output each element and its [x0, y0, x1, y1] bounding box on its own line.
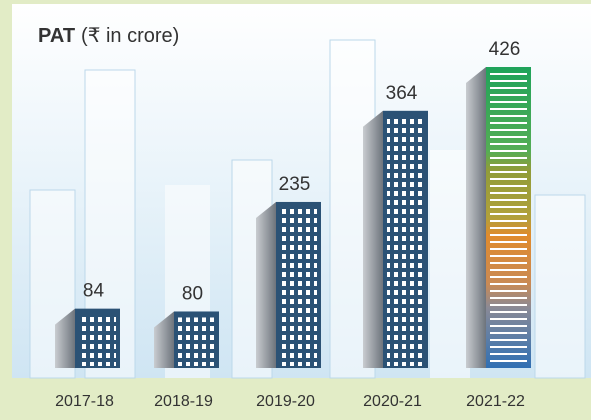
unit: (₹ in crore) — [81, 25, 179, 47]
building-side — [256, 202, 276, 368]
building-windows — [490, 73, 527, 366]
building-windows — [79, 315, 116, 366]
value-label: 84 — [83, 281, 105, 302]
building-side — [466, 67, 486, 368]
x-tick-label: 2019-20 — [256, 393, 315, 410]
value-label: 235 — [279, 174, 311, 195]
value-label: 364 — [386, 83, 418, 104]
value-label: 426 — [489, 39, 521, 60]
building-windows — [178, 317, 215, 366]
x-tick-label: 2017-18 — [55, 393, 114, 410]
chart-title: PAT (₹ in crore) — [38, 25, 179, 47]
x-tick-label: 2018-19 — [154, 393, 213, 410]
value-label: 80 — [182, 283, 203, 304]
building-side — [363, 111, 383, 368]
x-tick-label: 2020-21 — [363, 393, 422, 410]
building-windows — [387, 117, 424, 366]
title: PAT — [38, 25, 75, 47]
building-windows — [280, 208, 317, 366]
x-tick-label: 2021-22 — [466, 393, 525, 410]
chart: PAT (₹ in crore) 84 2017-18 80 2018-19 235 201… — [0, 0, 591, 420]
